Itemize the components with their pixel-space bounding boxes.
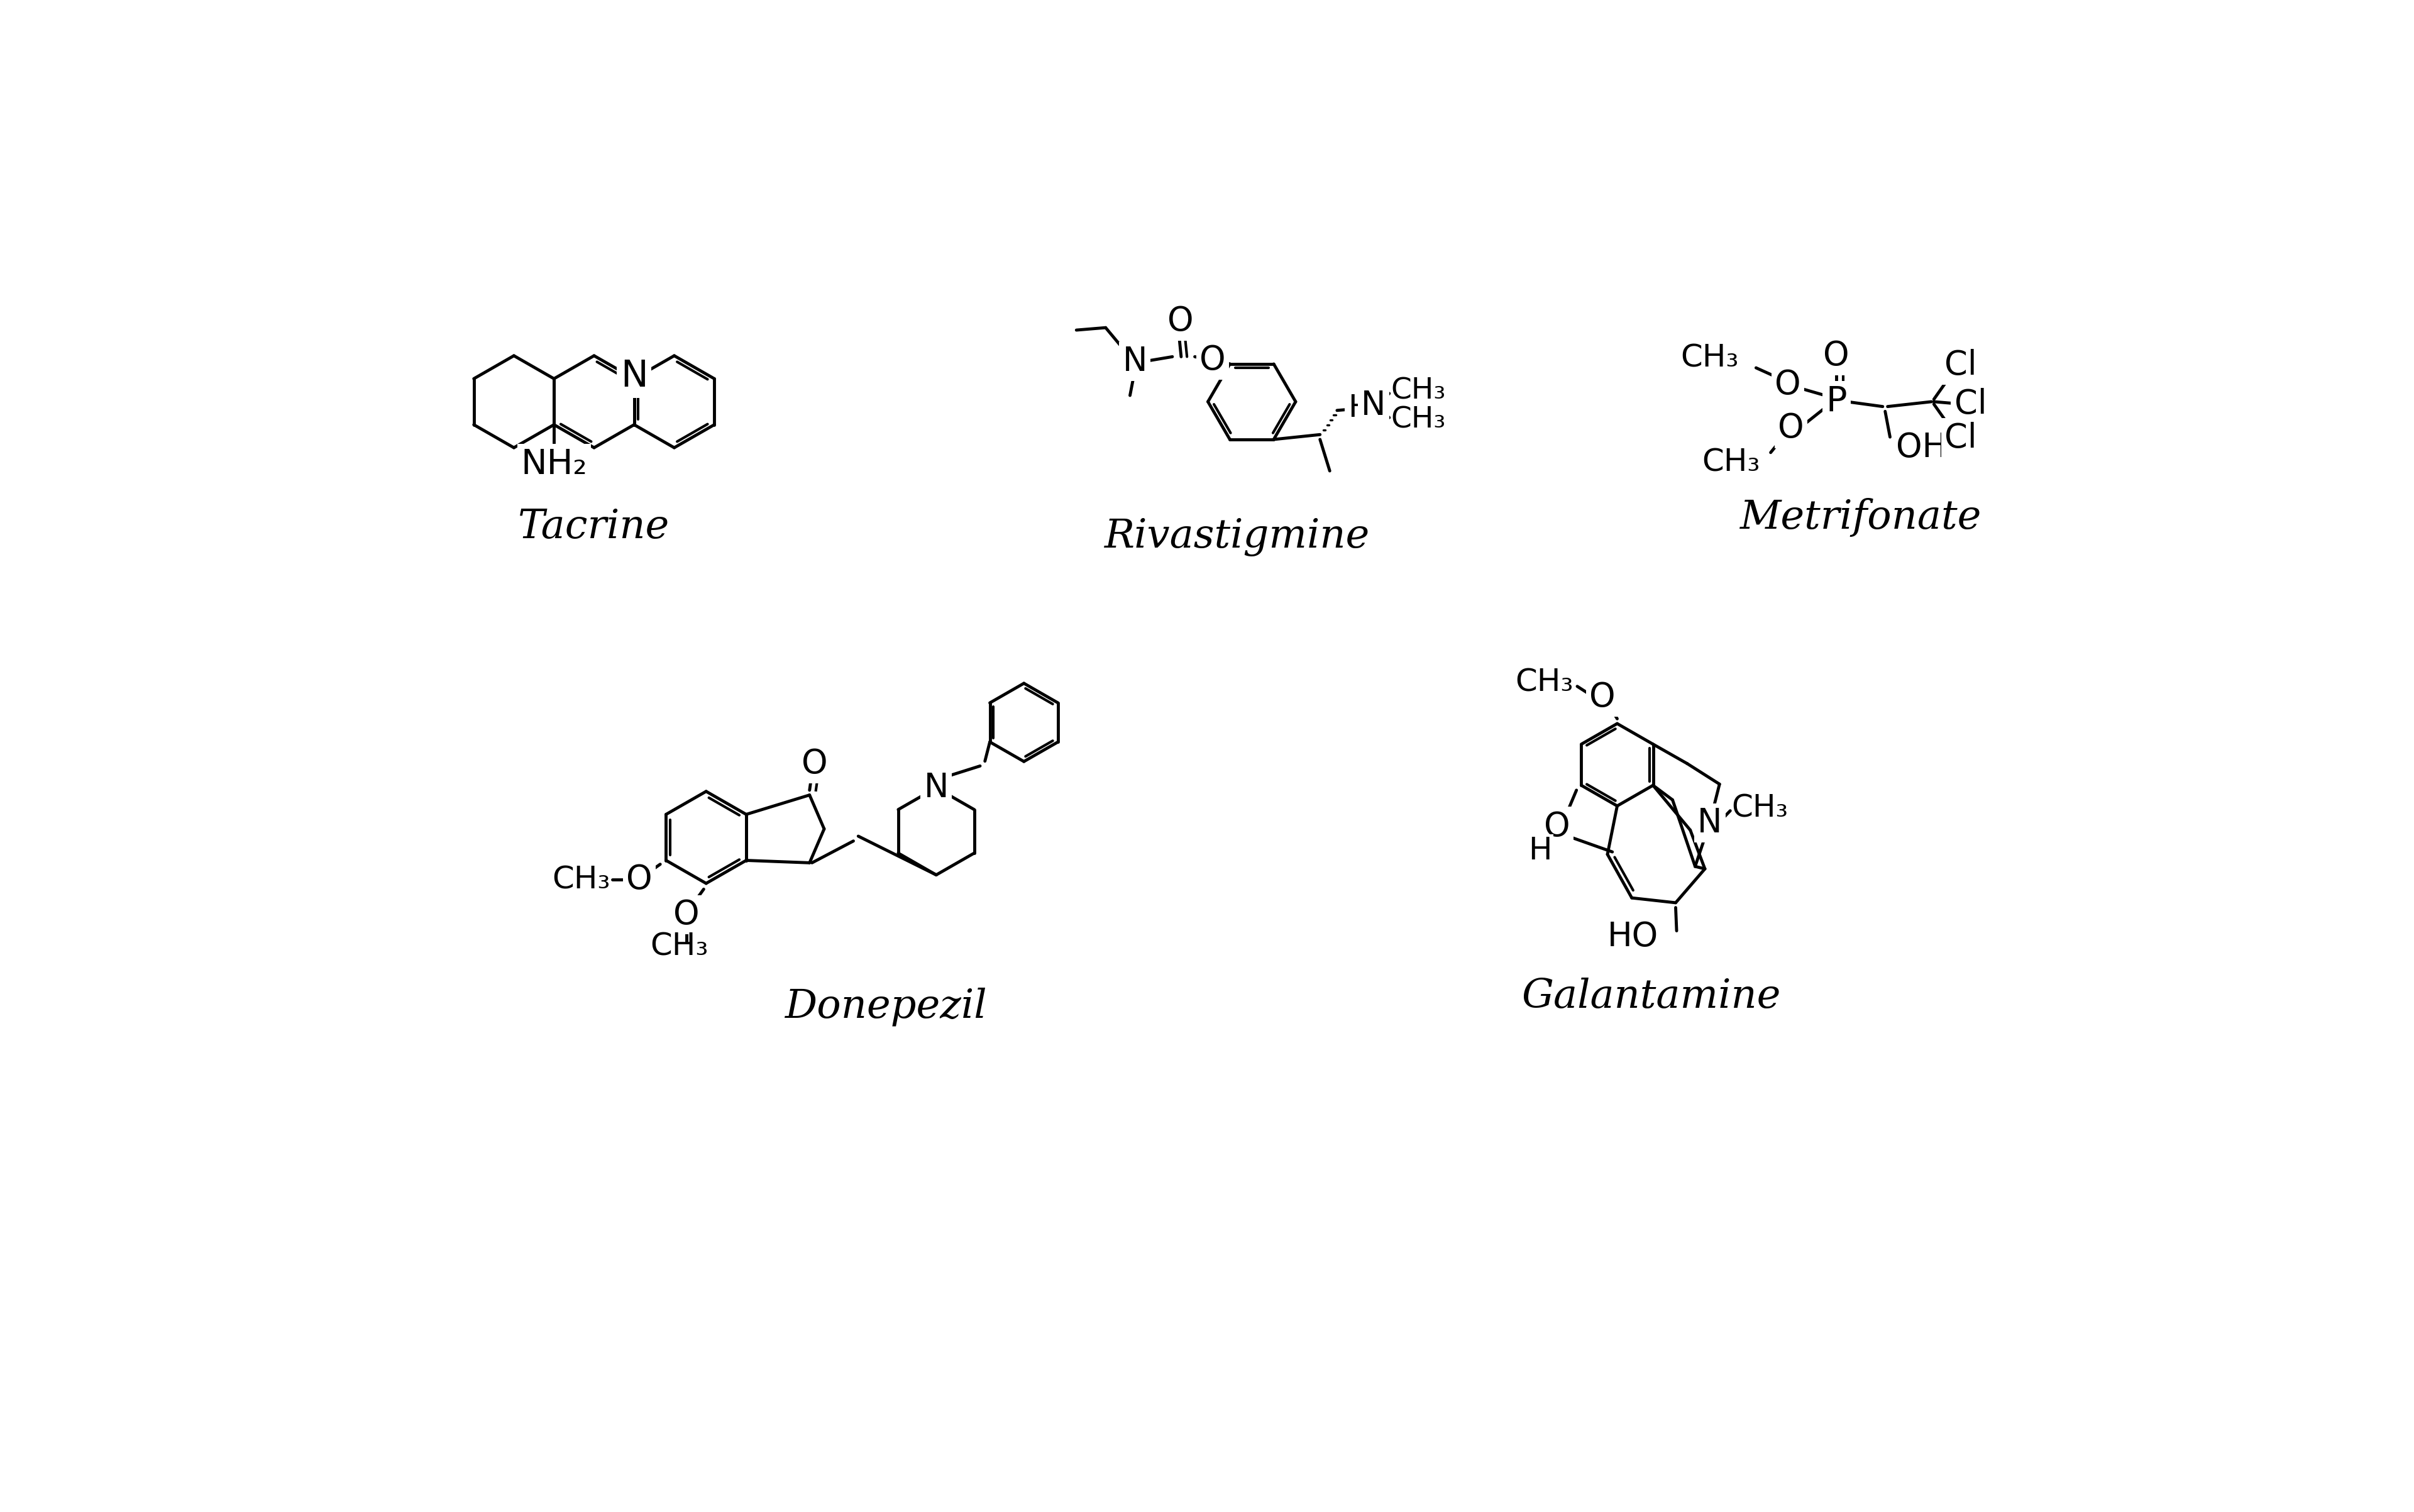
Text: HO: HO: [1608, 921, 1658, 953]
Text: CH₃: CH₃: [1390, 405, 1446, 434]
Text: CH₃: CH₃: [553, 865, 611, 895]
Text: CH₃: CH₃: [1731, 794, 1789, 824]
Text: O: O: [625, 863, 652, 897]
Text: N: N: [1361, 389, 1386, 422]
Text: Metrifonate: Metrifonate: [1740, 499, 1982, 537]
Text: H: H: [1347, 393, 1371, 423]
Text: O: O: [1168, 305, 1195, 337]
Text: CH₃: CH₃: [1702, 448, 1760, 478]
Text: P: P: [1825, 384, 1847, 419]
Text: O: O: [1588, 680, 1615, 714]
Text: Donepezil: Donepezil: [785, 987, 987, 1027]
Text: O: O: [1779, 411, 1803, 445]
Text: N: N: [925, 771, 949, 804]
Text: NH₂: NH₂: [521, 448, 587, 481]
Text: Cl: Cl: [1955, 387, 1987, 420]
Text: CH₃: CH₃: [649, 931, 707, 962]
Text: CH₃: CH₃: [1516, 667, 1574, 697]
Text: O: O: [1545, 810, 1569, 842]
Text: O: O: [801, 747, 828, 780]
Text: N: N: [1697, 806, 1721, 839]
Text: Cl: Cl: [1943, 349, 1977, 381]
Text: Rivastigmine: Rivastigmine: [1106, 519, 1369, 556]
Text: N: N: [620, 358, 647, 395]
Text: O: O: [1823, 339, 1849, 372]
Text: CH₃: CH₃: [1390, 376, 1446, 405]
Text: N: N: [1123, 345, 1147, 378]
Text: H: H: [1528, 836, 1552, 866]
Text: Galantamine: Galantamine: [1521, 978, 1782, 1016]
Text: CH₃: CH₃: [1680, 343, 1738, 373]
Text: Cl: Cl: [1943, 422, 1977, 454]
Text: Tacrine: Tacrine: [519, 508, 671, 547]
Text: O: O: [1200, 343, 1226, 376]
Text: O: O: [1774, 369, 1801, 401]
Text: OH: OH: [1895, 431, 1948, 464]
Text: O: O: [674, 898, 700, 931]
